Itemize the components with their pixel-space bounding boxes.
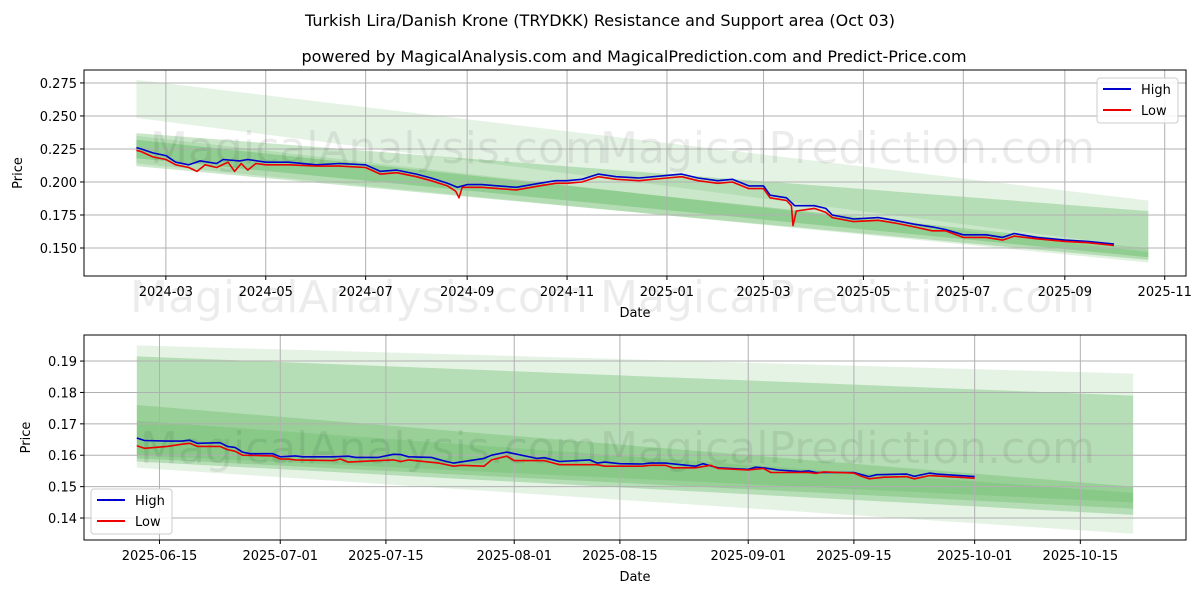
watermark: MagicalPrediction.com <box>600 423 1095 474</box>
y-tick-label: 0.275 <box>40 77 77 92</box>
y-tick-label: 0.250 <box>40 110 77 125</box>
plot-area <box>84 335 1186 540</box>
x-tick-label: 2025-11 <box>1138 285 1192 300</box>
support-resistance-band <box>136 139 1149 258</box>
x-tick-label: 2025-07-15 <box>348 549 424 564</box>
x-tick-label: 2025-09-15 <box>816 549 892 564</box>
x-tick-label: 2025-09-01 <box>710 549 786 564</box>
y-axis-label: Price <box>19 422 34 454</box>
x-tick-label: 2025-08-01 <box>476 549 552 564</box>
x-tick-label: 2024-11 <box>540 285 594 300</box>
watermark: MagicalPrediction.com <box>600 272 1095 323</box>
support-resistance-band <box>136 133 1149 260</box>
y-tick-label: 0.19 <box>48 355 77 370</box>
watermark: MagicalAnalysis.com <box>130 272 588 323</box>
x-tick-label: 2025-07-01 <box>242 549 318 564</box>
watermark: MagicalAnalysis.com <box>150 123 608 174</box>
y-tick-label: 0.16 <box>48 449 77 464</box>
x-tick-label: 2025-08-15 <box>582 549 658 564</box>
chart-subtitle: powered by MagicalAnalysis.com and Magic… <box>301 47 966 66</box>
x-tick-label: 2025-05 <box>836 285 890 300</box>
support-resistance-band <box>136 79 1149 249</box>
axes-frame <box>83 334 1187 541</box>
legend: High Low <box>1096 77 1179 124</box>
x-tick-label: 2024-07 <box>338 285 392 300</box>
legend: High Low <box>90 488 173 535</box>
x-tick-label: 2025-10-01 <box>937 549 1013 564</box>
x-tick-label: 2025-03 <box>736 285 790 300</box>
y-tick-label: 0.150 <box>40 242 77 257</box>
y-tick-label: 0.18 <box>48 386 77 401</box>
y-tick-label: 0.14 <box>48 512 77 527</box>
x-tick-label: 2025-10-15 <box>1043 549 1119 564</box>
x-tick-label: 2024-03 <box>139 285 193 300</box>
y-tick-label: 0.200 <box>40 176 77 191</box>
y-tick-label: 0.225 <box>40 143 77 158</box>
watermark: MagicalAnalysis.com <box>140 423 598 474</box>
support-resistance-band <box>136 135 1149 263</box>
bottom-chart: 2025-06-15 2025-07-01 2025-07-15 2025-08-01… <box>19 334 1187 585</box>
y-tick-label: 0.17 <box>48 418 77 433</box>
legend-label-low: Low <box>135 515 161 530</box>
chart-title: Turkish Lira/Danish Krone (TRYDKK) Resis… <box>304 11 895 30</box>
x-tick-label: 2025-07 <box>936 285 990 300</box>
axes-frame <box>83 69 1187 277</box>
y-tick-label: 0.175 <box>40 209 77 224</box>
legend-label-low: Low <box>1141 104 1167 119</box>
watermark: MagicalPrediction.com <box>600 123 1095 174</box>
x-axis-label: Date <box>619 306 650 321</box>
series-line-high <box>136 437 975 478</box>
legend-label-high: High <box>1141 83 1171 98</box>
plot-area <box>84 70 1186 276</box>
series-line-low <box>136 149 1115 247</box>
x-tick-label: 2025-06-15 <box>122 549 198 564</box>
series-line-high <box>136 146 1115 245</box>
x-tick-label: 2024-05 <box>239 285 293 300</box>
x-tick-label: 2024-09 <box>440 285 494 300</box>
top-chart: 2024-03 2024-05 2024-07 2024-09 2024-11 2025-… <box>11 69 1192 323</box>
legend-label-high: High <box>135 494 165 509</box>
x-axis-label: Date <box>619 570 650 585</box>
y-tick-label: 0.15 <box>48 481 77 496</box>
x-tick-label: 2025-09 <box>1038 285 1092 300</box>
x-tick-label: 2025-01 <box>640 285 694 300</box>
series-line-low <box>136 442 975 480</box>
y-axis-label: Price <box>11 157 26 189</box>
